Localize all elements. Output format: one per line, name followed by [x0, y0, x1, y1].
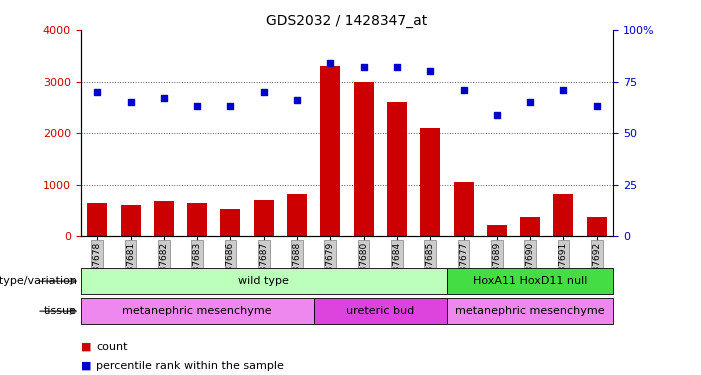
Bar — [154, 201, 174, 236]
Text: genotype/variation: genotype/variation — [0, 276, 77, 286]
Bar — [387, 102, 407, 236]
FancyBboxPatch shape — [314, 298, 447, 324]
Text: percentile rank within the sample: percentile rank within the sample — [96, 361, 284, 370]
FancyBboxPatch shape — [447, 268, 613, 294]
Point — [558, 87, 569, 93]
Point — [591, 103, 602, 110]
Bar — [254, 200, 273, 236]
Point — [358, 64, 369, 70]
Point — [191, 103, 203, 110]
FancyBboxPatch shape — [81, 298, 314, 324]
Point — [524, 99, 536, 105]
Bar — [187, 203, 207, 236]
Point — [125, 99, 136, 105]
Point — [425, 68, 436, 74]
Point — [225, 103, 236, 110]
Point — [458, 87, 469, 93]
Bar — [486, 225, 507, 236]
Text: metanephric mesenchyme: metanephric mesenchyme — [456, 306, 605, 316]
Text: tissue: tissue — [44, 306, 77, 316]
Bar — [121, 205, 140, 236]
Point — [391, 64, 402, 70]
Point — [292, 97, 303, 103]
Text: HoxA11 HoxD11 null: HoxA11 HoxD11 null — [473, 276, 587, 286]
Text: count: count — [96, 342, 128, 352]
Text: ■: ■ — [81, 361, 91, 370]
Bar — [88, 203, 107, 236]
Text: metanephric mesenchyme: metanephric mesenchyme — [123, 306, 272, 316]
Bar — [554, 194, 573, 236]
Title: GDS2032 / 1428347_at: GDS2032 / 1428347_at — [266, 13, 428, 28]
Text: ■: ■ — [81, 342, 91, 352]
Bar — [520, 217, 540, 236]
Bar — [320, 66, 341, 236]
Text: wild type: wild type — [238, 276, 290, 286]
Bar — [287, 194, 307, 236]
Point — [92, 89, 103, 95]
Bar — [421, 128, 440, 236]
Point — [325, 60, 336, 66]
Text: ureteric bud: ureteric bud — [346, 306, 414, 316]
Bar — [354, 82, 374, 236]
Point — [258, 89, 269, 95]
Point — [491, 112, 503, 118]
FancyBboxPatch shape — [81, 268, 447, 294]
Bar — [587, 217, 606, 236]
Bar — [454, 182, 474, 236]
Point — [158, 95, 170, 101]
Bar — [221, 209, 240, 236]
FancyBboxPatch shape — [447, 298, 613, 324]
